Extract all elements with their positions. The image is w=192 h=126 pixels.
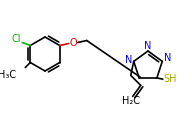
Text: N: N	[144, 41, 152, 51]
Text: O: O	[70, 38, 78, 48]
Text: H₃C: H₃C	[0, 70, 16, 80]
Text: SH: SH	[163, 74, 177, 84]
Text: N: N	[164, 53, 171, 63]
Text: H₂C: H₂C	[122, 96, 140, 106]
Text: N: N	[125, 55, 132, 65]
Text: Cl: Cl	[12, 35, 21, 44]
